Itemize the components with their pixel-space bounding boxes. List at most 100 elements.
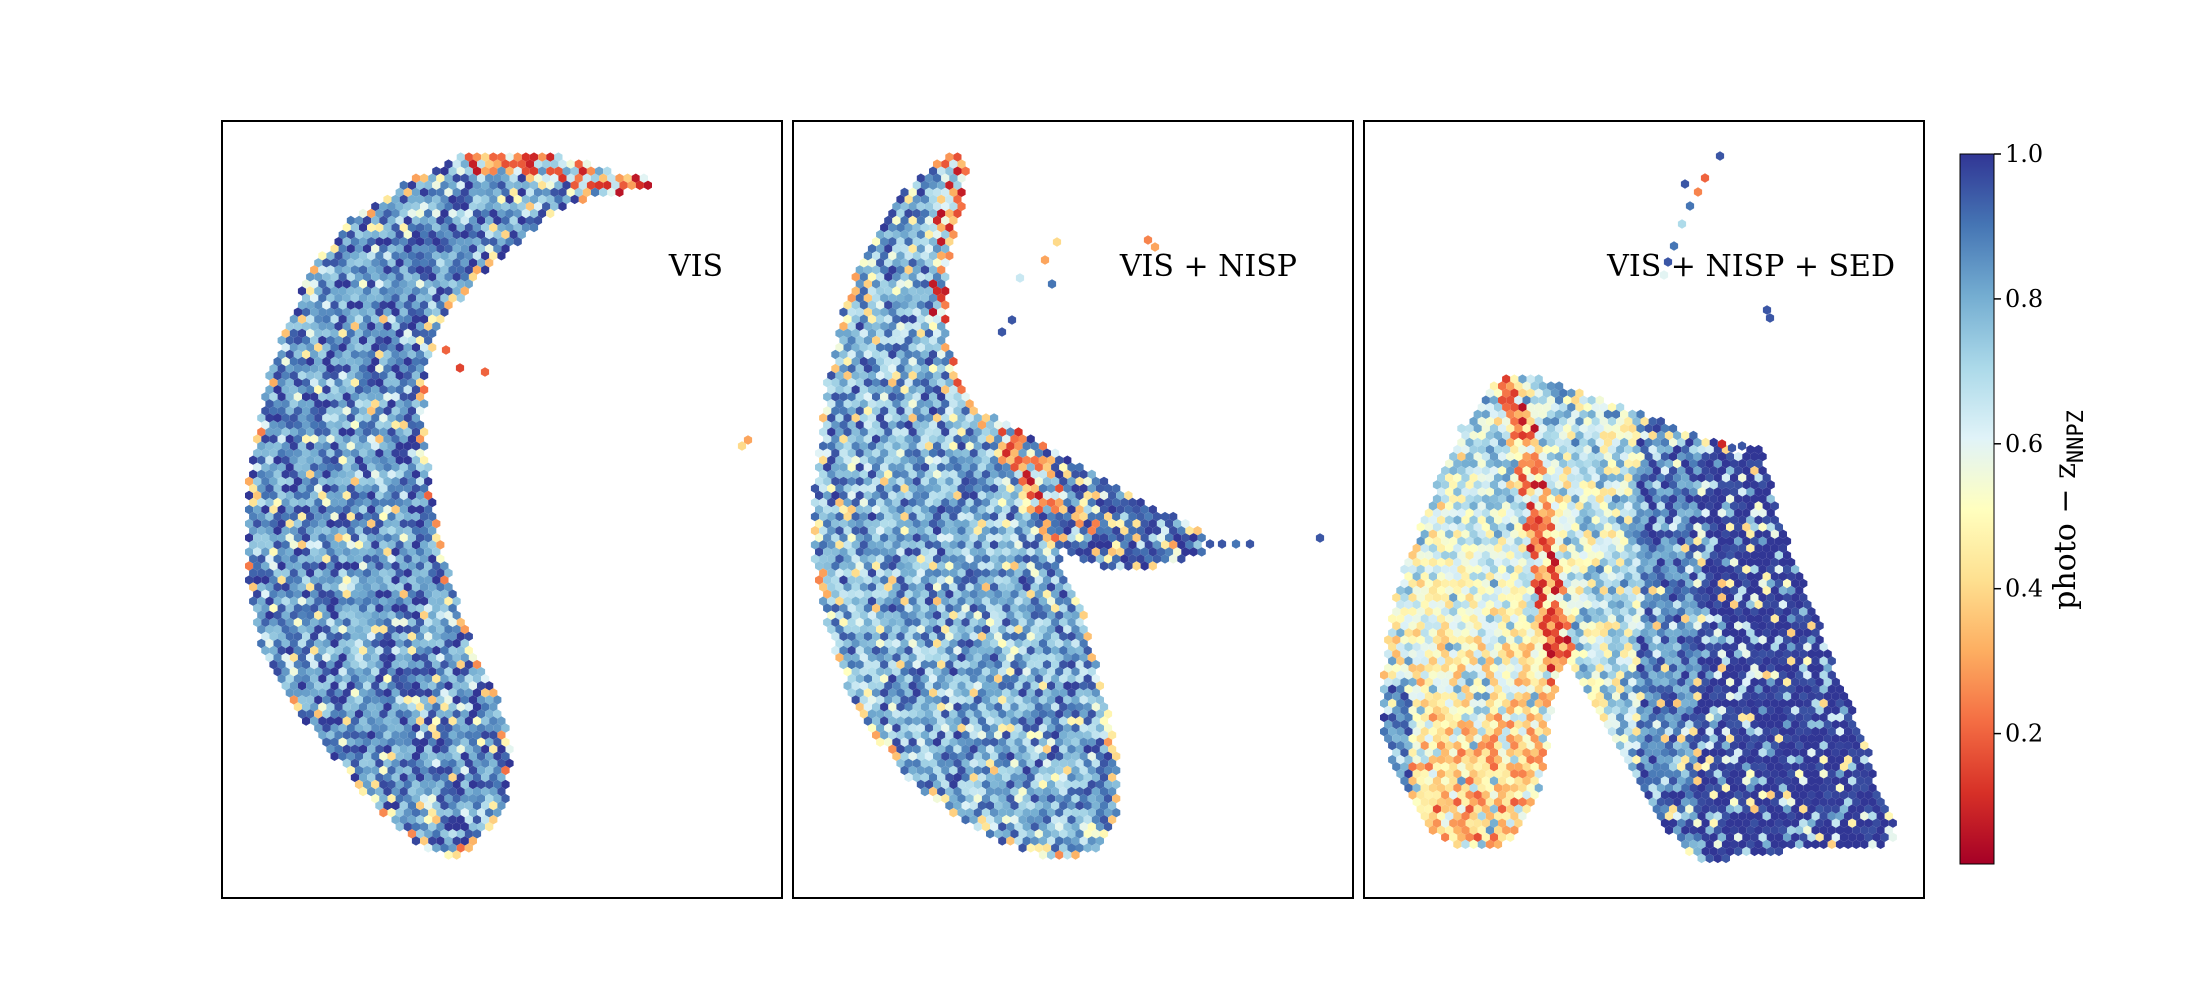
hexbin-cell (1099, 772, 1109, 783)
hexbin-cell (1006, 822, 1015, 832)
hexbin-cell (505, 152, 514, 162)
hexbin-cell (1055, 723, 1064, 733)
hexbin-cell (1546, 409, 1555, 419)
hexbin-cell (969, 716, 978, 726)
hexbin-cell (416, 758, 425, 768)
hexbin-cell (965, 399, 974, 409)
hexbin-cell (456, 800, 465, 811)
hexbin-cell (1010, 631, 1019, 642)
hexbin-cell (872, 363, 881, 374)
hexbin-cell (481, 208, 490, 219)
hexbin-cell (924, 540, 933, 550)
hexbin-cell (1669, 466, 1678, 476)
hexbin-cell (908, 370, 917, 381)
hexbin-cell (460, 836, 469, 846)
hexbin-cell (863, 603, 872, 613)
hexbin-cell (1055, 779, 1064, 790)
hexbin-cell (460, 808, 469, 818)
hexbin-cell (395, 455, 404, 465)
hexbin-cell (880, 363, 889, 374)
hexbin-cell (1498, 409, 1507, 419)
hexbin-cell (509, 187, 518, 197)
hexbin-cell (1051, 448, 1060, 458)
hexbin-cell (289, 356, 298, 367)
hexbin-cell (851, 441, 860, 451)
hexbin-cell (371, 258, 380, 268)
hexbin-cell (489, 237, 498, 247)
hexbin-cell (896, 659, 905, 670)
hexbin-cell (249, 469, 258, 479)
hexbin-cell (468, 201, 477, 212)
hexbin-cell (330, 737, 339, 747)
hexbin-cell (961, 547, 970, 557)
hexbin-cell (424, 265, 433, 275)
hexbin-cell (432, 194, 441, 205)
hexbin-cell (306, 681, 315, 691)
hexbin-cell (880, 293, 889, 303)
hexbin-cell (872, 575, 881, 585)
hexbin-cell (1640, 444, 1649, 455)
hexbin-cell (411, 229, 420, 240)
hexbin-cell (981, 511, 990, 522)
hexbin-cell (1018, 589, 1027, 599)
hexbin-cell (424, 843, 433, 853)
hexbin-cell (1689, 444, 1698, 455)
hexbin-cell (1136, 497, 1145, 508)
hexbin-cell (937, 208, 946, 219)
hexbin-cell (1042, 815, 1052, 825)
hexbin-cell (1030, 695, 1039, 705)
hexbin-cell (876, 511, 885, 522)
hexbin-cell (326, 631, 335, 642)
hexbin-cell (460, 244, 469, 254)
hexbin-cell (432, 829, 441, 839)
hexbin-cell (949, 596, 958, 606)
hexbin-cell (1099, 504, 1109, 515)
hexbin-cell (888, 462, 897, 472)
hexbin-cell (432, 674, 441, 684)
hexbin-cell (847, 589, 856, 599)
hexbin-cell (1095, 681, 1104, 691)
hexbin-cell (888, 702, 897, 712)
hexbin-cell (424, 603, 433, 613)
hexbin-cell (411, 399, 420, 409)
hexbin-cell (998, 540, 1007, 550)
hexbin-cell (1664, 459, 1674, 469)
hexbin-cell (924, 695, 933, 705)
hexbin-cell (391, 674, 400, 684)
hexbin-cell (1555, 466, 1564, 476)
hexbin-cell (322, 652, 331, 663)
hexbin-cell (1026, 589, 1035, 599)
hexbin-cell (924, 300, 933, 310)
hexbin-cell (1738, 473, 1747, 483)
hexbin-cell (1697, 487, 1706, 497)
hexbin-cell (411, 258, 420, 268)
hexbin-cell (420, 215, 429, 226)
hexbin-cell (538, 208, 547, 219)
hexbin-cell (831, 476, 840, 487)
hexbin-cell (924, 779, 933, 790)
hexbin-cell (888, 575, 897, 585)
hexbin-cell (969, 645, 978, 656)
hexbin-cell (888, 659, 897, 670)
hexbin-cell (1091, 547, 1100, 557)
hexbin-cell (876, 300, 885, 310)
hexbin-cell (949, 681, 958, 691)
hexbin-cell (448, 617, 457, 627)
hexbin-cell (245, 561, 254, 571)
hexbin-cell (293, 349, 302, 360)
hexbin-cell (1457, 437, 1466, 448)
hexbin-cell (448, 166, 457, 176)
hexbin-cell (933, 709, 942, 719)
hexbin-cell (994, 476, 1003, 487)
hexbin-cell (1042, 702, 1052, 712)
hexbin-cell (314, 328, 323, 338)
hexbin-cell (929, 392, 938, 402)
hexbin-cell (493, 737, 502, 747)
hexbin-cell (1047, 624, 1056, 635)
hexbin-cell (867, 441, 877, 451)
hexbin-cell (1026, 519, 1035, 529)
hexbin-cell (428, 201, 437, 212)
hexbin-cell (1087, 554, 1096, 564)
hexbin-cell (1059, 786, 1068, 797)
hexbin-cell (395, 215, 404, 226)
